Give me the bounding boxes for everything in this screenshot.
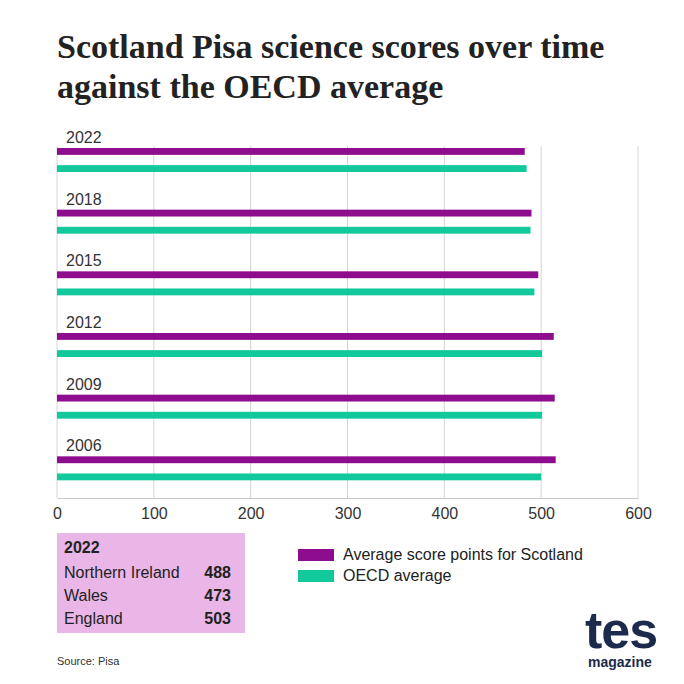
- category-label: 2012: [66, 314, 102, 331]
- title-line: Scotland Pisa science scores over time: [57, 28, 604, 65]
- title: Scotland Pisa science scores over timeag…: [57, 28, 604, 105]
- legend-swatch: [298, 570, 334, 582]
- grid-line: [541, 146, 542, 498]
- tick: 600: [625, 498, 652, 522]
- bar: [57, 271, 538, 278]
- bar: [57, 456, 556, 463]
- annotation-value: 503: [204, 610, 231, 627]
- category-label: 2022: [66, 129, 102, 146]
- legend-label: OECD average: [343, 567, 452, 584]
- category-label: 2015: [66, 252, 102, 269]
- annotation-value: 473: [204, 587, 231, 604]
- legend: Average score points for Scotland OECD av…: [298, 546, 583, 584]
- logo: tesmagazine: [585, 601, 657, 670]
- grid-line: [153, 146, 154, 498]
- legend-swatch: [298, 549, 334, 561]
- grid-line: [57, 146, 58, 498]
- logo-text: tes: [585, 601, 657, 659]
- tick: 200: [238, 498, 265, 522]
- tick-label: 600: [625, 505, 652, 522]
- bar: [57, 227, 531, 234]
- annotation-label: England: [64, 610, 123, 627]
- bar: [57, 473, 541, 480]
- bar: [57, 412, 542, 419]
- grid-line: [638, 146, 639, 498]
- category-label: 2006: [66, 437, 102, 454]
- bar: [57, 350, 542, 357]
- bar: [57, 288, 534, 295]
- category-labels: 2022 2018 2015 2012 2009 2006: [66, 129, 102, 454]
- chart: Scotland Pisa science scores over timeag…: [0, 0, 684, 684]
- source: Source: Pisa: [57, 655, 120, 667]
- x-axis: 0 100 200 300 400 500 600: [53, 498, 652, 522]
- annotation-title: 2022: [64, 539, 100, 556]
- tick: 300: [335, 498, 362, 522]
- grid-line: [250, 146, 251, 498]
- bar: [57, 148, 525, 155]
- bar: [57, 165, 527, 172]
- tick-label: 300: [335, 505, 362, 522]
- grid-line: [347, 146, 348, 498]
- bar: [57, 210, 531, 217]
- annotation-background: [57, 533, 245, 633]
- tick: 400: [431, 498, 458, 522]
- tick-label: 400: [431, 505, 458, 522]
- annotation-label: Wales: [64, 587, 108, 604]
- tick: 100: [141, 498, 168, 522]
- annotation-box: 2022 Northern Ireland 488 Wales 473 England 50…: [57, 533, 245, 633]
- tick-label: 500: [528, 505, 555, 522]
- grid: [57, 146, 638, 498]
- tick: 500: [528, 498, 555, 522]
- grid-line: [444, 146, 445, 498]
- bar: [57, 395, 555, 402]
- tick-label: 100: [141, 505, 168, 522]
- legend-label: Average score points for Scotland: [343, 546, 583, 563]
- bar: [57, 333, 554, 340]
- annotation-value: 488: [204, 564, 231, 581]
- category-label: 2018: [66, 191, 102, 208]
- axis-line: [58, 498, 639, 499]
- tick: 0: [53, 498, 62, 522]
- tick-label: 200: [238, 505, 265, 522]
- bars: [57, 148, 556, 480]
- logo-subtext: magazine: [588, 654, 652, 670]
- annotation-label: Northern Ireland: [64, 564, 180, 581]
- title-line: against the OECD average: [57, 68, 443, 105]
- tick-label: 0: [53, 505, 62, 522]
- category-label: 2009: [66, 376, 102, 393]
